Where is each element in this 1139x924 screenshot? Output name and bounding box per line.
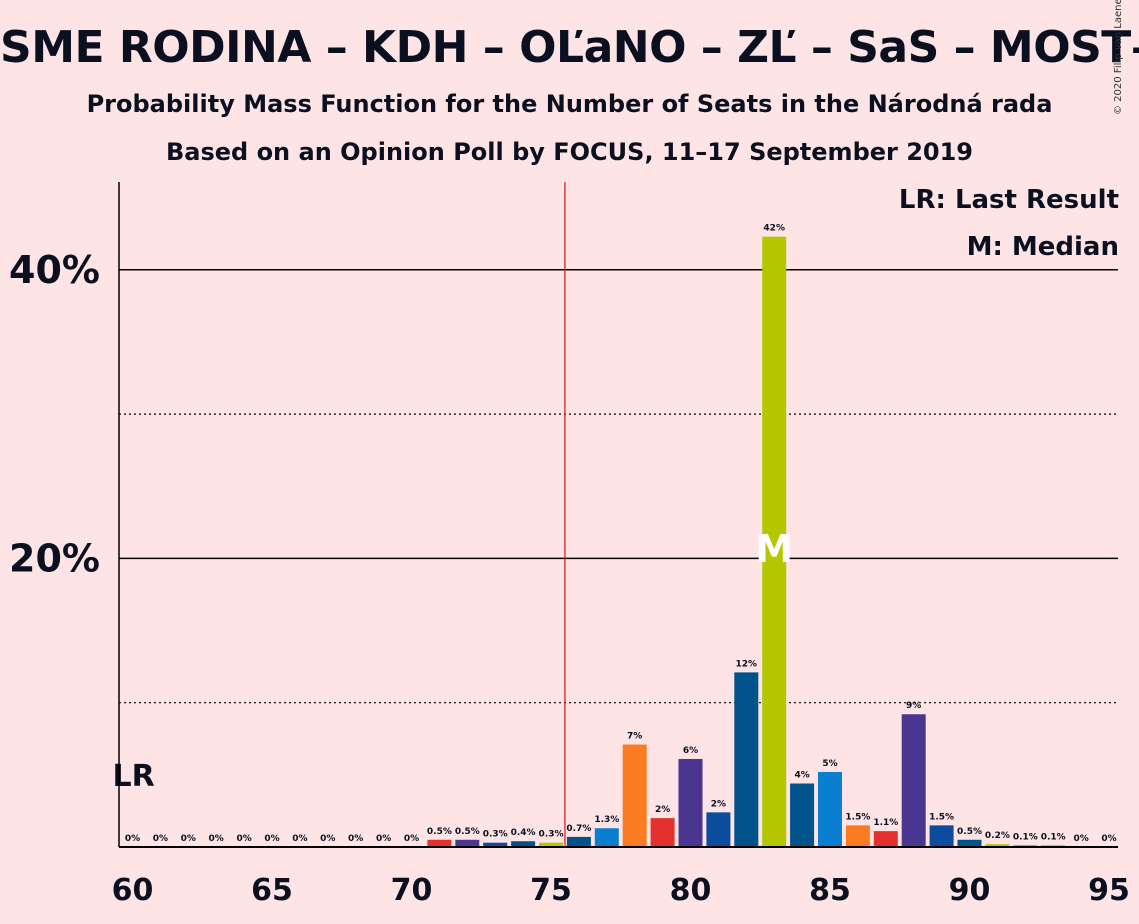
bar-value-label: 2% — [711, 799, 726, 809]
bar-value-label: 0% — [236, 834, 251, 844]
bar-value-label: 0% — [376, 834, 391, 844]
x-tick-label: 85 — [809, 873, 851, 908]
bar-value-label: 1.5% — [929, 812, 954, 822]
bar-seat-83 — [762, 236, 787, 848]
bar-value-label: 0% — [209, 834, 224, 844]
bar-value-label: 0% — [264, 834, 279, 844]
chart-subtitle: Probability Mass Function for the Number… — [86, 90, 1053, 118]
bar-value-label: 42% — [763, 224, 785, 234]
bar-seat-80 — [678, 758, 703, 847]
bar-seat-90 — [957, 839, 982, 847]
bar-seat-81 — [706, 812, 731, 847]
bar-value-label: 0.5% — [455, 827, 480, 837]
x-tick-label: 65 — [251, 873, 293, 908]
bar-seat-89 — [929, 825, 954, 847]
y-tick-label: 20% — [9, 536, 100, 580]
chart-title: SME RODINA – KDH – OĽaNO – ZĽ – SaS – MO… — [0, 22, 1139, 73]
bar-value-label: 1.3% — [594, 815, 619, 825]
bar-seat-86 — [845, 825, 870, 847]
bar-seat-87 — [873, 831, 898, 847]
bar-seat-78 — [622, 744, 647, 847]
bar-value-label: 0% — [404, 834, 419, 844]
bar-value-label: 0.5% — [957, 827, 982, 837]
bar-value-label: 0% — [153, 834, 168, 844]
bar-value-label: 9% — [906, 701, 921, 711]
median-marker: M — [755, 527, 793, 571]
bar-seat-71 — [427, 839, 452, 847]
bar-value-label: 0% — [1073, 834, 1088, 844]
x-tick-label: 60 — [112, 873, 154, 908]
bar-seat-85 — [818, 771, 842, 847]
bar-value-label: 0% — [320, 834, 335, 844]
bar-value-label: 0.3% — [539, 830, 564, 840]
bar-seat-79 — [650, 818, 675, 847]
bar-seat-77 — [594, 828, 619, 847]
bar-value-label: 0.3% — [483, 830, 508, 840]
bar-value-label: 0.5% — [427, 827, 452, 837]
bar-value-label: 0% — [181, 834, 196, 844]
x-tick-label: 90 — [949, 873, 991, 908]
bar-value-label: 0% — [1101, 834, 1116, 844]
bar-value-label: 7% — [627, 732, 642, 742]
bar-value-label: 5% — [822, 759, 837, 769]
bar-value-label: 0% — [348, 834, 363, 844]
bar-seat-73 — [483, 842, 508, 847]
bar-seat-75 — [539, 842, 563, 847]
bar-value-label: 0.2% — [985, 831, 1010, 841]
legend-median: M: Median — [966, 232, 1119, 262]
bar-seat-76 — [566, 836, 591, 847]
bar-value-label: 0% — [125, 834, 140, 844]
bar-value-label: 4% — [794, 771, 809, 781]
y-tick-label: 40% — [9, 248, 100, 292]
bar-seat-82 — [734, 672, 759, 847]
x-tick-label: 75 — [530, 873, 572, 908]
x-tick-label: 80 — [670, 873, 712, 908]
bar-seat-88 — [901, 714, 926, 847]
bar-value-label: 0.4% — [511, 828, 536, 838]
bar-seat-74 — [511, 841, 536, 847]
bar-seat-72 — [455, 839, 480, 847]
bar-seat-91 — [985, 844, 1010, 847]
bar-value-label: 0.1% — [1013, 833, 1038, 843]
bar-value-label: 1.5% — [845, 812, 870, 822]
x-tick-label: 95 — [1088, 873, 1130, 908]
bar-value-label: 0% — [292, 834, 307, 844]
bar-value-label: 6% — [683, 746, 698, 756]
bar-value-label: 0.1% — [1041, 833, 1066, 843]
bar-value-label: 0.7% — [566, 824, 591, 834]
legend-last-result: LR: Last Result — [898, 185, 1119, 215]
bar-seat-84 — [790, 783, 815, 847]
poll-source: Based on an Opinion Poll by FOCUS, 11–17… — [165, 138, 974, 166]
bar-value-label: 2% — [655, 805, 670, 815]
x-tick-label: 70 — [391, 873, 433, 908]
bar-value-label: 12% — [736, 659, 758, 669]
bar-value-label: 1.1% — [873, 818, 898, 828]
